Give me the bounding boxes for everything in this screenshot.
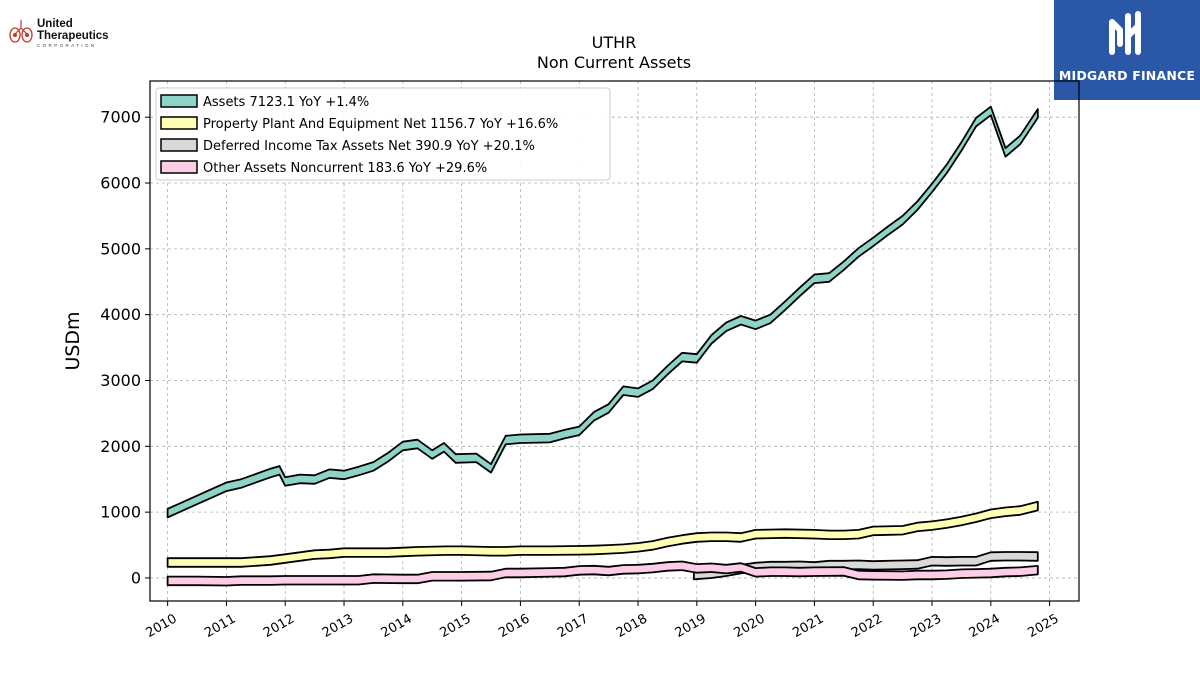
x-tick-label: 2022 (849, 611, 885, 641)
logo-left-line3: CORPORATION (37, 43, 97, 48)
y-axis: 0 1000 2000 3000 4000 5000 6000 7000 (100, 108, 150, 587)
x-tick-label: 2019 (673, 611, 709, 641)
x-tick-label: 2013 (320, 611, 356, 641)
united-therapeutics-logo: United Therapeutics CORPORATION (8, 14, 120, 50)
y-tick-label: 2000 (100, 437, 141, 456)
y-tick-label: 7000 (100, 108, 141, 127)
legend-swatch (160, 116, 198, 130)
series-band-2 (166, 500, 1039, 568)
x-tick-label: 2024 (967, 611, 1003, 641)
chart-title: UTHR (592, 33, 637, 52)
y-tick-label: 5000 (100, 239, 141, 258)
logo-left-line2: Therapeutics (37, 30, 109, 42)
midgard-finance-logo: MIDGARD FINANCE (1054, 0, 1200, 100)
y-tick-label: 1000 (100, 503, 141, 522)
y-tick-label: 0 (131, 568, 141, 587)
legend: Assets 7123.1 YoY +1.4% Property Plant An… (155, 87, 611, 181)
x-tick-label: 2015 (437, 611, 473, 641)
series-band-4 (166, 560, 1039, 587)
x-axis: 2010 2011 2012 2013 2014 2015 2016 2017 2018 2019… (143, 601, 1062, 641)
united-therapeutics-lungs-icon: United Therapeutics CORPORATION (9, 18, 109, 48)
x-tick-label: 2017 (555, 611, 591, 641)
midgard-finance-text: MIDGARD FINANCE (1058, 68, 1196, 83)
plot-frame (149, 80, 1080, 602)
x-tick-label: 2016 (496, 611, 532, 641)
legend-swatch (160, 160, 198, 174)
x-tick-label: 2025 (1025, 611, 1061, 641)
series-band-1 (166, 105, 1039, 519)
x-tick-label: 2023 (908, 611, 944, 641)
y-axis-label: USDm (62, 311, 84, 370)
x-tick-label: 2020 (731, 611, 767, 641)
x-tick-label: 2014 (379, 611, 415, 641)
series-layer (166, 105, 1039, 587)
chart-subtitle: Non Current Assets (537, 53, 691, 72)
y-tick-label: 3000 (100, 371, 141, 390)
x-tick-label: 2012 (261, 611, 297, 641)
legend-label: Property Plant And Equipment Net 1156.7 … (203, 117, 558, 132)
x-tick-label: 2010 (143, 611, 179, 641)
legend-swatch (160, 138, 198, 152)
legend-swatch (160, 94, 198, 108)
legend-label: Assets 7123.1 YoY +1.4% (203, 95, 369, 110)
x-tick-label: 2018 (614, 611, 650, 641)
logo-left-line1: United (37, 18, 73, 30)
legend-label: Deferred Income Tax Assets Net 390.9 YoY… (203, 139, 535, 154)
x-tick-label: 2011 (202, 611, 238, 641)
y-tick-label: 6000 (100, 174, 141, 193)
legend-label: Other Assets Noncurrent 183.6 YoY +29.6% (203, 161, 487, 176)
x-tick-label: 2021 (790, 611, 826, 641)
midgard-finance-mark-icon (1109, 11, 1141, 55)
y-tick-label: 4000 (100, 305, 141, 324)
legend-box (155, 87, 611, 181)
